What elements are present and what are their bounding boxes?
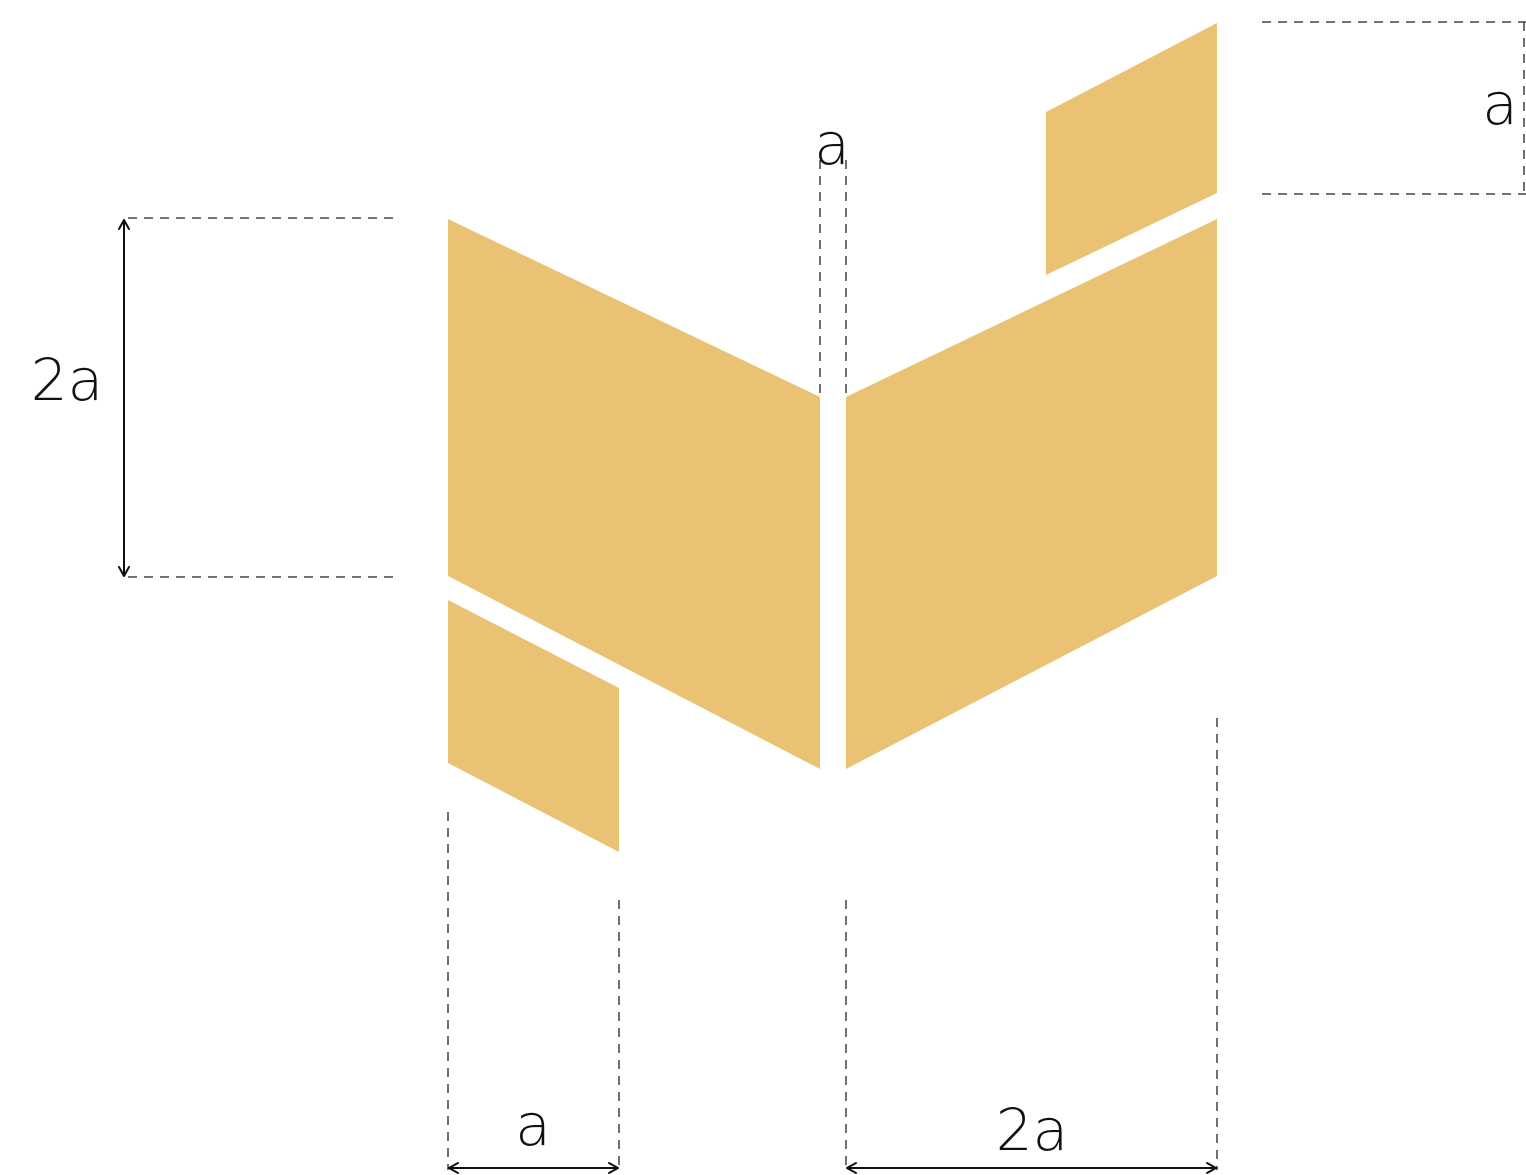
bottom-right-width-label: 2a [996, 1096, 1068, 1164]
small-top-right-parallelogram [1046, 23, 1217, 275]
bottom-right-width-arrow [846, 1162, 1217, 1174]
center-gap-label: a [814, 110, 850, 178]
large-left-parallelogram [448, 219, 820, 769]
bottom-left-width-arrow [448, 1162, 619, 1174]
dimension-labels: a a 2a a 2a [31, 70, 1518, 1164]
large-right-parallelogram [846, 219, 1217, 769]
dimension-arrows [118, 219, 1217, 1174]
logo-mark [448, 23, 1217, 852]
left-height-label: 2a [31, 346, 103, 414]
top-right-height-label: a [1482, 70, 1518, 138]
bottom-left-width-label: a [515, 1091, 551, 1159]
guide-lines [128, 21, 1526, 1170]
small-bottom-left-parallelogram [448, 600, 619, 852]
left-height-arrow [118, 219, 130, 577]
